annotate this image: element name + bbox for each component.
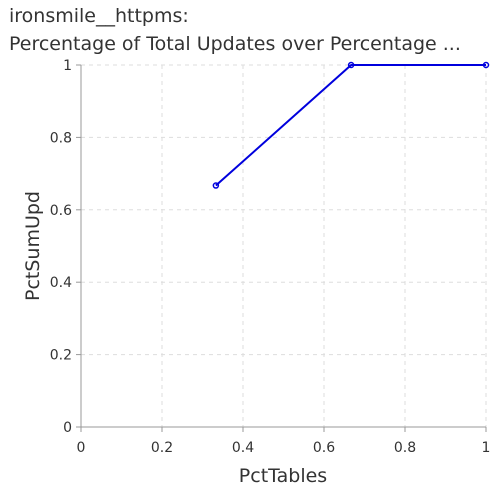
series-line: [215, 64, 486, 187]
x-tick-label: 0.6: [313, 440, 335, 456]
data-point: [212, 182, 220, 189]
axis-layer: [76, 64, 487, 432]
grid-layer: [81, 64, 487, 427]
series-layer: [212, 61, 490, 189]
x-tick-label: 0: [77, 440, 86, 456]
x-tick-label: 0.4: [232, 440, 254, 456]
tick-label-layer: 0 0.2 0.4 0.6 0.8 1 0 0.2 0.4 0.6 0.8 1: [50, 58, 491, 456]
y-tick-label: 0.4: [50, 275, 72, 291]
data-point: [347, 61, 355, 69]
y-axis-title: PctSumUpd: [22, 191, 44, 301]
y-tick-label: 0.8: [50, 130, 72, 146]
data-point: [482, 61, 490, 69]
chart-title-line-1: ironsmile__httpms:: [9, 5, 189, 27]
y-tick-label: 0: [63, 420, 72, 436]
x-tick-label: 0.2: [151, 440, 173, 456]
x-tick-label: 1: [482, 440, 491, 456]
x-tick-label: 0.8: [394, 440, 416, 456]
x-axis-title: PctTables: [239, 465, 327, 487]
chart-title-line-2: Percentage of Total Updates over Percent…: [9, 33, 461, 55]
y-tick-label: 0.2: [50, 348, 72, 364]
y-tick-label: 0.6: [50, 203, 72, 219]
y-tick-label: 1: [63, 58, 72, 74]
